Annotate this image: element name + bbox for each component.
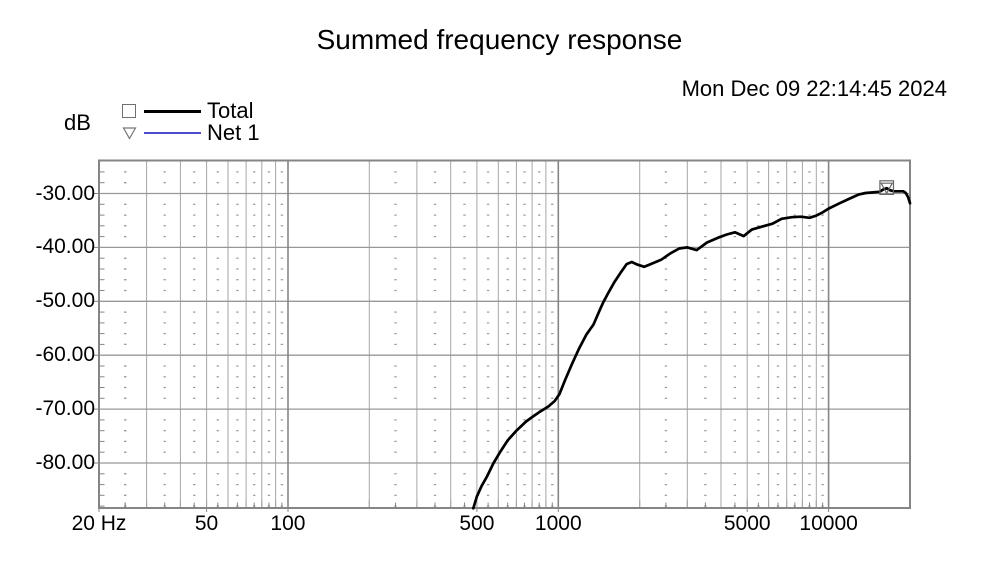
axis-minor-ticks xyxy=(94,171,830,512)
legend-label-net1: Net 1 xyxy=(207,120,260,145)
minor-grid-dots xyxy=(124,171,824,507)
curves xyxy=(471,186,912,510)
gridlines xyxy=(99,160,910,508)
y-tick-label: -80.00 xyxy=(35,451,95,474)
legend-item-total: Total xyxy=(122,100,260,122)
y-tick-label: -70.00 xyxy=(35,397,95,421)
legend-label-total: Total xyxy=(207,98,254,123)
page-title: Summed frequency response xyxy=(316,24,683,55)
square-marker-icon xyxy=(122,104,137,118)
plot-border xyxy=(98,159,911,509)
x-tick-label: 10000 xyxy=(799,512,858,535)
x-tick-label: 1000 xyxy=(534,512,582,535)
cursor-marker[interactable] xyxy=(879,180,895,196)
curve-total xyxy=(471,186,912,510)
net1-line-swatch xyxy=(144,132,201,134)
y-tick-label: -30.00 xyxy=(35,181,95,205)
y-axis-unit-label: dB xyxy=(64,110,91,135)
x-tick-label: 100 xyxy=(270,512,306,535)
x-tick-label: 500 xyxy=(459,512,495,535)
y-tick-label: -50.00 xyxy=(35,289,95,313)
x-tick-label: 20 Hz xyxy=(71,512,127,535)
legend: Total Net 1 xyxy=(122,100,260,144)
y-tick-label: -60.00 xyxy=(35,343,95,367)
cursor-triangle-down-icon xyxy=(880,182,894,195)
legend-item-net1: Net 1 xyxy=(122,122,260,144)
total-line-swatch xyxy=(144,109,201,113)
x-tick-label: 5000 xyxy=(723,512,771,535)
triangle-down-icon xyxy=(122,126,137,140)
timestamp: Mon Dec 09 22:14:45 2024 xyxy=(681,76,947,101)
x-tick-label: 50 xyxy=(194,512,219,535)
y-tick-label: -40.00 xyxy=(35,235,95,259)
